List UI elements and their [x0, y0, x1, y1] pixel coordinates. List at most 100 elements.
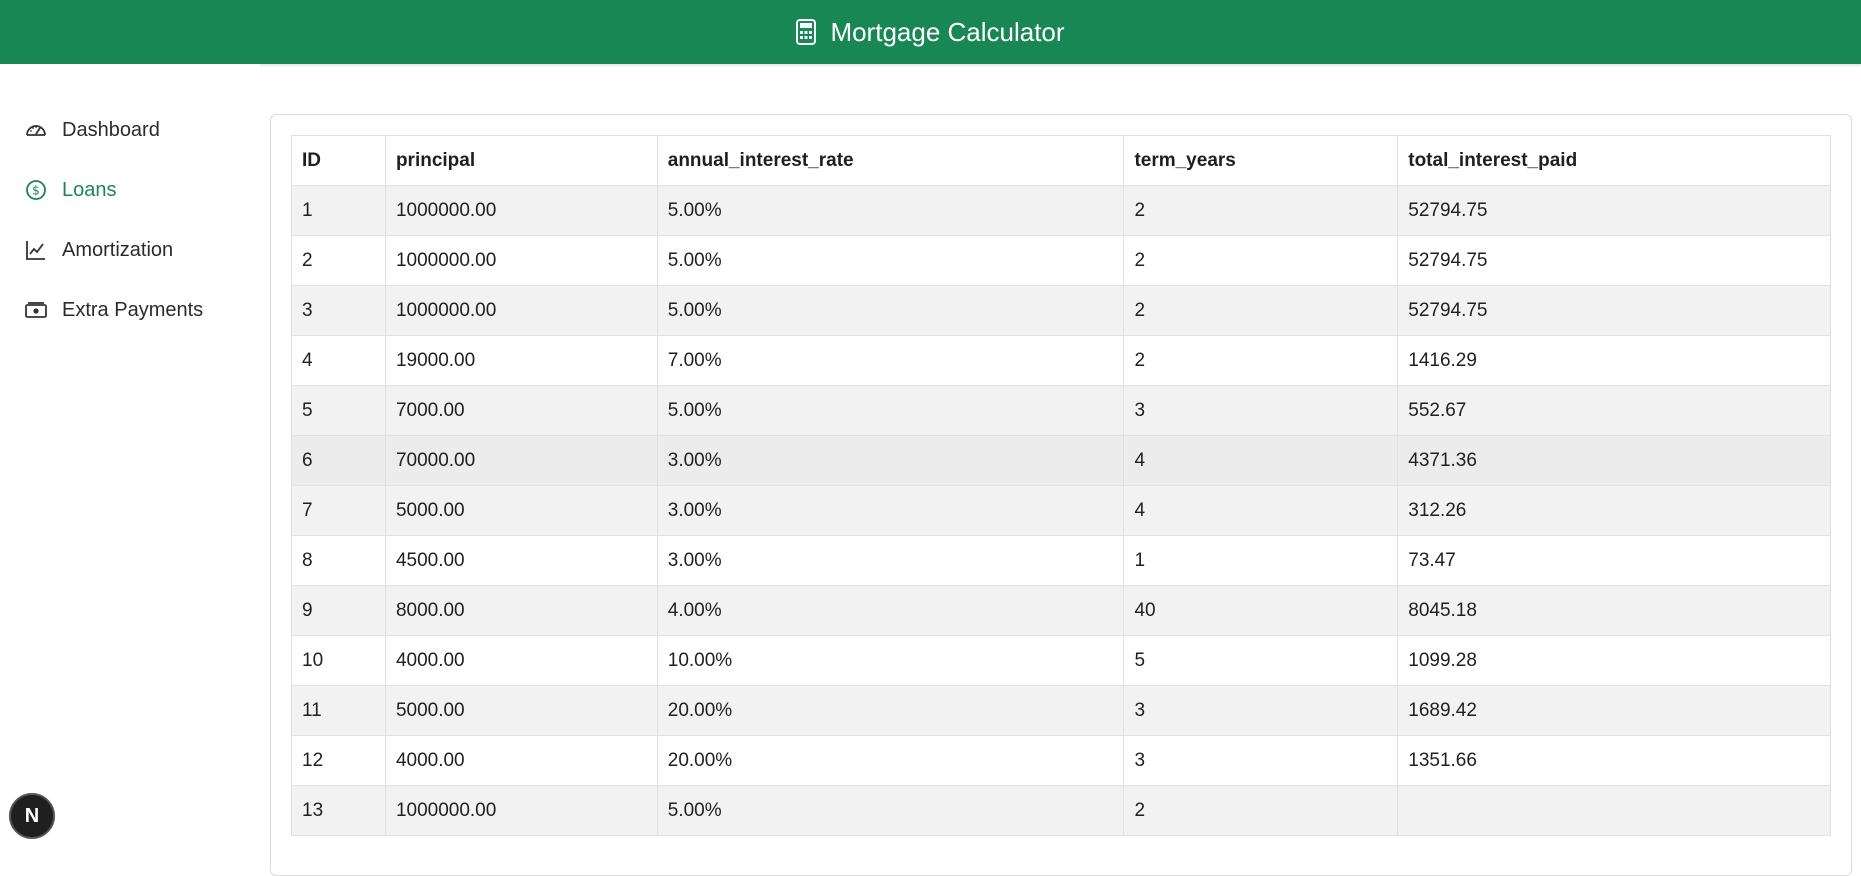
cell-annual-interest-rate: 3.00%: [656, 535, 1125, 586]
dollar-coin-icon: $: [26, 180, 46, 200]
cell-id: 6: [291, 435, 386, 486]
table-row[interactable]: 5 7000.00 5.00% 3 552.67: [291, 385, 1831, 436]
cell-annual-interest-rate: 20.00%: [656, 735, 1125, 786]
cell-total-interest-paid: 52794.75: [1397, 285, 1831, 336]
table-row[interactable]: 1 1000000.00 5.00% 2 52794.75: [291, 185, 1831, 236]
column-header-id[interactable]: ID: [291, 135, 386, 186]
cell-term-years: 2: [1123, 785, 1399, 836]
cell-total-interest-paid: 73.47: [1397, 535, 1831, 586]
loans-table: ID principal annual_interest_rate term_y…: [291, 135, 1831, 836]
table-row[interactable]: 8 4500.00 3.00% 1 73.47: [291, 535, 1831, 586]
cell-total-interest-paid: 1351.66: [1397, 735, 1831, 786]
table-row[interactable]: 13 1000000.00 5.00% 2: [291, 785, 1831, 836]
cell-id: 12: [291, 735, 386, 786]
cell-total-interest-paid: 1416.29: [1397, 335, 1831, 386]
cell-annual-interest-rate: 4.00%: [656, 585, 1125, 636]
cell-id: 13: [291, 785, 386, 836]
cell-annual-interest-rate: 5.00%: [656, 235, 1125, 286]
cell-term-years: 2: [1123, 335, 1399, 386]
cell-term-years: 4: [1123, 435, 1399, 486]
dev-tools-badge[interactable]: N: [9, 793, 55, 839]
cell-term-years: 2: [1123, 235, 1399, 286]
cell-total-interest-paid: 52794.75: [1397, 185, 1831, 236]
cell-total-interest-paid: 1099.28: [1397, 635, 1831, 686]
cell-total-interest-paid: [1397, 785, 1831, 836]
cell-principal: 4000.00: [384, 735, 658, 786]
cell-principal: 8000.00: [384, 585, 658, 636]
cell-principal: 7000.00: [384, 385, 658, 436]
cell-principal: 1000000.00: [384, 185, 658, 236]
cell-term-years: 3: [1123, 735, 1399, 786]
cell-total-interest-paid: 312.26: [1397, 485, 1831, 536]
cell-principal: 70000.00: [384, 435, 658, 486]
cell-term-years: 2: [1123, 185, 1399, 236]
table-row[interactable]: 3 1000000.00 5.00% 2 52794.75: [291, 285, 1831, 336]
table-row[interactable]: 11 5000.00 20.00% 3 1689.42: [291, 685, 1831, 736]
svg-text:$: $: [32, 184, 40, 198]
cell-id: 11: [291, 685, 386, 736]
cell-id: 8: [291, 535, 386, 586]
cell-annual-interest-rate: 5.00%: [656, 185, 1125, 236]
sidebar-item-label: Extra Payments: [62, 298, 204, 321]
cell-term-years: 3: [1123, 685, 1399, 736]
cell-total-interest-paid: 552.67: [1397, 385, 1831, 436]
app-header: Mortgage Calculator: [0, 0, 1861, 64]
table-row[interactable]: 2 1000000.00 5.00% 2 52794.75: [291, 235, 1831, 286]
table-row[interactable]: 7 5000.00 3.00% 4 312.26: [291, 485, 1831, 536]
sidebar-item-extra-payments[interactable]: Extra Payments: [24, 290, 203, 330]
cell-principal: 1000000.00: [384, 235, 658, 286]
sidebar-item-label: Loans: [62, 178, 117, 201]
table-row[interactable]: 12 4000.00 20.00% 3 1351.66: [291, 735, 1831, 786]
sidebar-item-label: Amortization: [62, 238, 174, 261]
cell-total-interest-paid: 8045.18: [1397, 585, 1831, 636]
cell-id: 1: [291, 185, 386, 236]
calculator-icon: [796, 19, 817, 45]
cell-principal: 19000.00: [384, 335, 658, 386]
gauge-icon: [26, 125, 46, 136]
column-header-total-interest-paid[interactable]: total_interest_paid: [1397, 135, 1831, 186]
cell-id: 10: [291, 635, 386, 686]
sidebar-item-label: Dashboard: [62, 118, 160, 141]
table-row[interactable]: 9 8000.00 4.00% 40 8045.18: [291, 585, 1831, 636]
table-row[interactable]: 6 70000.00 3.00% 4 4371.36: [291, 435, 1831, 486]
cell-id: 9: [291, 585, 386, 636]
cell-term-years: 3: [1123, 385, 1399, 436]
cell-principal: 4500.00: [384, 535, 658, 586]
cell-principal: 5000.00: [384, 485, 658, 536]
cell-annual-interest-rate: 7.00%: [656, 335, 1125, 386]
table-row[interactable]: 4 19000.00 7.00% 2 1416.29: [291, 335, 1831, 386]
column-header-annual-interest-rate[interactable]: annual_interest_rate: [656, 135, 1125, 186]
line-chart-icon: [26, 241, 45, 260]
cell-id: 4: [291, 335, 386, 386]
cell-annual-interest-rate: 20.00%: [656, 685, 1125, 736]
cell-term-years: 1: [1123, 535, 1399, 586]
column-header-term-years[interactable]: term_years: [1123, 135, 1399, 186]
cell-total-interest-paid: 4371.36: [1397, 435, 1831, 486]
cell-id: 2: [291, 235, 386, 286]
sidebar-item-loans[interactable]: $ Loans: [24, 170, 117, 210]
cell-annual-interest-rate: 3.00%: [656, 435, 1125, 486]
cell-principal: 4000.00: [384, 635, 658, 686]
dev-tools-badge-label: N: [24, 804, 40, 827]
table-row[interactable]: 10 4000.00 10.00% 5 1099.28: [291, 635, 1831, 686]
cell-principal: 5000.00: [384, 685, 658, 736]
cell-id: 5: [291, 385, 386, 436]
cell-annual-interest-rate: 10.00%: [656, 635, 1125, 686]
sidebar: Dashboard $ Loans Amortization Extra Pay…: [0, 64, 260, 841]
cell-principal: 1000000.00: [384, 785, 658, 836]
sidebar-item-dashboard[interactable]: Dashboard: [24, 110, 160, 150]
cell-term-years: 4: [1123, 485, 1399, 536]
cell-total-interest-paid: 1689.42: [1397, 685, 1831, 736]
cell-term-years: 2: [1123, 285, 1399, 336]
cell-id: 3: [291, 285, 386, 336]
sidebar-item-amortization[interactable]: Amortization: [24, 230, 173, 270]
cell-annual-interest-rate: 5.00%: [656, 385, 1125, 436]
cell-annual-interest-rate: 5.00%: [656, 285, 1125, 336]
cash-icon: [25, 302, 47, 318]
app-title: Mortgage Calculator: [830, 16, 1065, 47]
column-header-principal[interactable]: principal: [384, 135, 658, 186]
cell-annual-interest-rate: 5.00%: [656, 785, 1125, 836]
cell-total-interest-paid: 52794.75: [1397, 235, 1831, 286]
cell-annual-interest-rate: 3.00%: [656, 485, 1125, 536]
cell-term-years: 40: [1123, 585, 1399, 636]
